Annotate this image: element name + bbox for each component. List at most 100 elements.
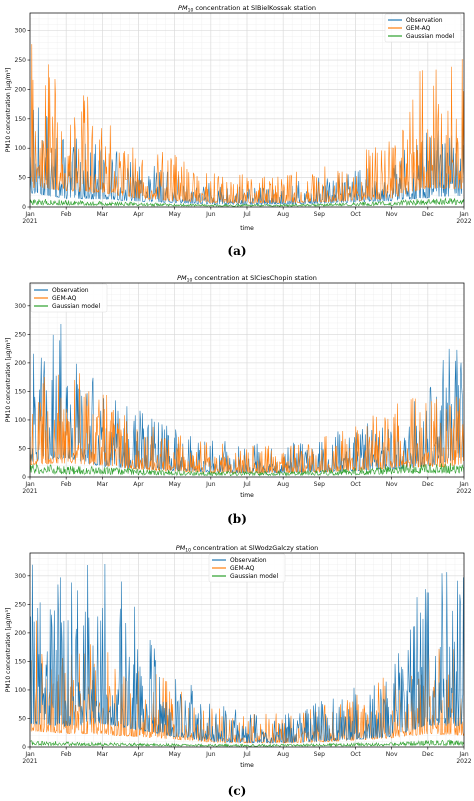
y-tick-label: 300 bbox=[15, 303, 27, 310]
x-tick-label: Jul bbox=[242, 751, 251, 758]
x-tick-label: Nov bbox=[386, 481, 398, 488]
y-tick-label: 0 bbox=[22, 474, 26, 481]
x-tick-label: Oct bbox=[350, 751, 361, 758]
x-axis-label: time bbox=[240, 492, 254, 499]
x-axis-label: time bbox=[240, 225, 254, 232]
y-tick-label: 50 bbox=[18, 175, 26, 182]
chart-panel-3: 0 50 100 150 200 250 300 Jan 2021 Feb Mar Apr May Jun… bbox=[5, 544, 472, 798]
x-tick-label: Jun bbox=[205, 751, 216, 758]
x-axis-label: time bbox=[240, 762, 254, 769]
series-line-gem-aq bbox=[30, 373, 464, 474]
x-tick-label: Jan bbox=[458, 481, 468, 488]
x-tick-label: Nov bbox=[386, 211, 398, 218]
x-tick-label: May bbox=[168, 211, 181, 218]
y-tick-label: 200 bbox=[15, 360, 27, 367]
x-tick-label: 2022 bbox=[456, 488, 471, 495]
x-tick-label: Feb bbox=[61, 481, 72, 488]
x-tick-label: Oct bbox=[350, 481, 361, 488]
panel-caption: (b) bbox=[227, 512, 247, 526]
x-tick-label: Jan bbox=[458, 211, 468, 218]
series-line-gaussian-model bbox=[30, 197, 464, 207]
y-tick-label: 100 bbox=[15, 687, 27, 694]
x-tick-label: Jul bbox=[242, 211, 251, 218]
x-tick-label: Dec bbox=[422, 211, 434, 218]
x-tick-label: Jan bbox=[24, 211, 34, 218]
y-axis-label: PM10 concentration [μg/m³] bbox=[5, 608, 12, 692]
y-tick-label: 100 bbox=[15, 417, 27, 424]
x-tick-label: Aug bbox=[277, 211, 289, 218]
y-tick-label: 50 bbox=[18, 445, 26, 452]
legend-entry: Gaussian model bbox=[230, 573, 278, 580]
y-tick-label: 200 bbox=[15, 86, 27, 93]
x-tick-label: Mar bbox=[97, 481, 109, 488]
panel-caption: (a) bbox=[227, 244, 246, 258]
series-line-observation bbox=[30, 563, 464, 744]
x-tick-label: Dec bbox=[422, 481, 434, 488]
x-tick-label: 2021 bbox=[22, 758, 37, 765]
y-tick-label: 250 bbox=[15, 57, 27, 64]
x-tick-label: Jul bbox=[242, 481, 251, 488]
y-tick-label: 0 bbox=[22, 744, 26, 751]
panel-caption: (c) bbox=[228, 784, 247, 798]
y-tick-label: 150 bbox=[15, 658, 27, 665]
y-axis-label: PM10 concentration [μg/m³] bbox=[5, 338, 12, 422]
legend-entry: Observation bbox=[406, 17, 443, 24]
series-line-gaussian-model bbox=[30, 463, 464, 477]
y-tick-label: 150 bbox=[15, 116, 27, 123]
x-tick-label: Nov bbox=[386, 751, 398, 758]
legend-entry: Gaussian model bbox=[52, 303, 100, 310]
y-tick-label: 300 bbox=[15, 28, 27, 35]
x-tick-label: Jan bbox=[24, 481, 34, 488]
x-tick-label: Apr bbox=[133, 751, 144, 758]
x-tick-label: Jun bbox=[205, 211, 216, 218]
x-tick-label: May bbox=[168, 481, 181, 488]
series-line-gem-aq bbox=[30, 44, 464, 204]
x-tick-label: Sep bbox=[314, 751, 326, 758]
x-tick-label: 2021 bbox=[22, 218, 37, 225]
x-tick-label: May bbox=[168, 751, 181, 758]
x-tick-label: 2022 bbox=[456, 758, 471, 765]
y-tick-label: 250 bbox=[15, 601, 27, 608]
y-tick-label: 100 bbox=[15, 145, 27, 152]
x-tick-label: Jan bbox=[458, 751, 468, 758]
chart-title: PM10 concentration at SlWodzGalczy stati… bbox=[176, 544, 319, 554]
y-tick-label: 300 bbox=[15, 573, 27, 580]
y-tick-label: 50 bbox=[18, 715, 26, 722]
series-line-gaussian-model bbox=[30, 739, 464, 747]
y-tick-label: 0 bbox=[22, 204, 26, 211]
x-tick-label: Oct bbox=[350, 211, 361, 218]
chart-title: PM10 concentration at SlCiesChopin stati… bbox=[177, 274, 317, 284]
series-line-gem-aq bbox=[30, 620, 464, 744]
x-tick-label: Feb bbox=[61, 751, 72, 758]
x-tick-label: Apr bbox=[133, 481, 144, 488]
x-tick-label: Feb bbox=[61, 211, 72, 218]
x-tick-label: Aug bbox=[277, 481, 289, 488]
legend-entry: Observation bbox=[52, 287, 89, 294]
legend-entry: Observation bbox=[230, 557, 267, 564]
legend-entry: GEM-AQ bbox=[406, 25, 431, 32]
x-tick-label: 2021 bbox=[22, 488, 37, 495]
x-tick-label: Sep bbox=[314, 481, 326, 488]
x-tick-label: Apr bbox=[133, 211, 144, 218]
legend-entry: Gaussian model bbox=[406, 33, 454, 40]
x-tick-label: Jun bbox=[205, 481, 216, 488]
y-tick-label: 150 bbox=[15, 388, 27, 395]
chart-title: PM10 concentration at SlBielKossak stati… bbox=[178, 4, 316, 14]
x-tick-label: Aug bbox=[277, 751, 289, 758]
legend-entry: GEM-AQ bbox=[230, 565, 255, 572]
x-tick-label: Mar bbox=[97, 211, 109, 218]
x-tick-label: Dec bbox=[422, 751, 434, 758]
y-tick-label: 200 bbox=[15, 630, 27, 637]
x-tick-label: Mar bbox=[97, 751, 109, 758]
y-axis-label: PM10 concentration [μg/m³] bbox=[5, 68, 12, 152]
y-tick-label: 250 bbox=[15, 331, 27, 338]
x-tick-label: 2022 bbox=[456, 218, 471, 225]
legend-entry: GEM-AQ bbox=[52, 295, 77, 302]
x-tick-label: Sep bbox=[314, 211, 326, 218]
